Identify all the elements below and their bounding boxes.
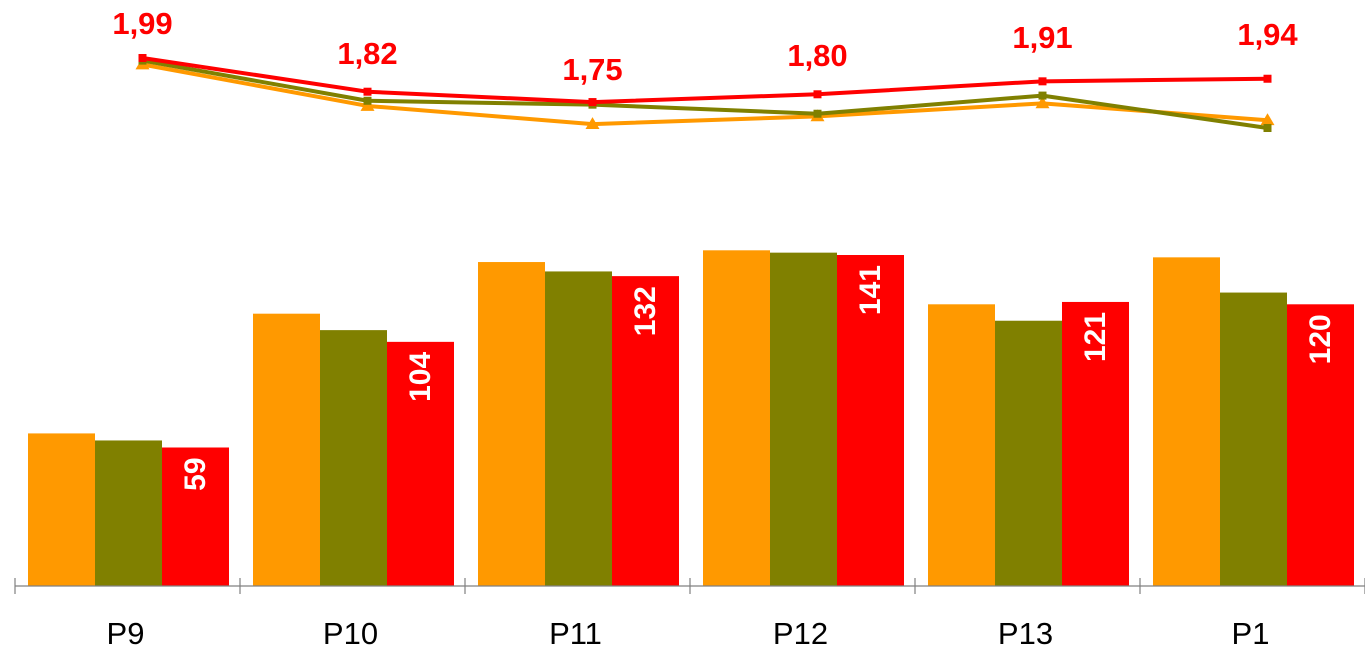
line-point-P1-series-3 [1263, 74, 1272, 83]
line-point-P1-series-2 [1263, 124, 1272, 132]
bar-value-label: 104 [404, 352, 437, 402]
line-point-P13-series-2 [1038, 91, 1047, 100]
line-point-P9-series-3 [138, 54, 147, 62]
x-tick-label-P11: P11 [549, 616, 602, 646]
bar-P10-series-1 [253, 313, 320, 586]
bar-P1-series-1 [1153, 257, 1220, 586]
bar-P10-series-2 [320, 330, 387, 586]
line-point-P11-series-3 [588, 98, 597, 107]
x-tick-label-P1: P1 [1232, 616, 1270, 646]
bar-P12-series-1 [703, 250, 770, 586]
line-point-P12-series-2 [813, 109, 822, 118]
line-series-3 [142, 56, 1268, 105]
bar-series-group [28, 250, 1354, 587]
line-point-P11-series-1 [585, 117, 600, 130]
line-value-label: 1,80 [787, 38, 847, 73]
bar-P1-series-3 [1287, 304, 1354, 586]
bar-P1-series-2 [1220, 292, 1287, 586]
data-labels-group: 59 104 132 141 121 120 1,99 1,82 1,75 1,80 1,91 1,9… [112, 6, 1337, 491]
line-value-label: 1,99 [112, 6, 172, 41]
bar-P13-series-1 [928, 304, 995, 586]
x-tick-label-P12: P12 [773, 616, 828, 646]
bar-P9-series-3 [162, 447, 229, 586]
bar-value-label: 141 [854, 265, 887, 315]
line-value-label: 1,94 [1237, 17, 1298, 52]
bar-value-label: 120 [1304, 314, 1337, 364]
bar-P12-series-2 [770, 252, 837, 587]
line-point-P13-series-1 [1035, 96, 1050, 109]
bar-P13-series-3 [1062, 301, 1129, 586]
bar-P9-series-2 [95, 440, 162, 586]
line-series-2 [142, 58, 1268, 130]
line-point-P13-series-3 [1038, 77, 1047, 86]
line-series-1 [142, 62, 1268, 127]
bar-value-label: 121 [1079, 312, 1112, 362]
line-value-label: 1,82 [337, 36, 397, 71]
bar-value-label: 132 [629, 286, 662, 336]
bar-P11-series-3 [612, 276, 679, 586]
bar-P12-series-3 [837, 255, 904, 586]
bar-P10-series-3 [387, 341, 454, 586]
line-point-P1-series-1 [1260, 113, 1275, 126]
bar-P11-series-2 [545, 271, 612, 586]
line-value-label: 1,75 [562, 52, 622, 87]
line-point-P10-series-1 [360, 98, 375, 111]
line-point-P12-series-3 [813, 90, 822, 99]
line-point-P10-series-3 [363, 87, 372, 96]
x-tick-label-P13: P13 [998, 616, 1053, 646]
x-tick-label-P10: P10 [323, 616, 378, 646]
x-tick-label-P9: P9 [107, 616, 145, 646]
line-value-label: 1,91 [1012, 20, 1072, 55]
bar-P11-series-1 [478, 262, 545, 586]
bar-P13-series-2 [995, 320, 1062, 586]
line-point-P10-series-2 [363, 96, 372, 105]
x-axis: P9 P10 P11 P12 P13 P1 [14, 578, 1365, 646]
bar-P9-series-1 [28, 433, 95, 586]
line-series-group [135, 54, 1275, 132]
bar-value-label: 59 [179, 457, 212, 490]
